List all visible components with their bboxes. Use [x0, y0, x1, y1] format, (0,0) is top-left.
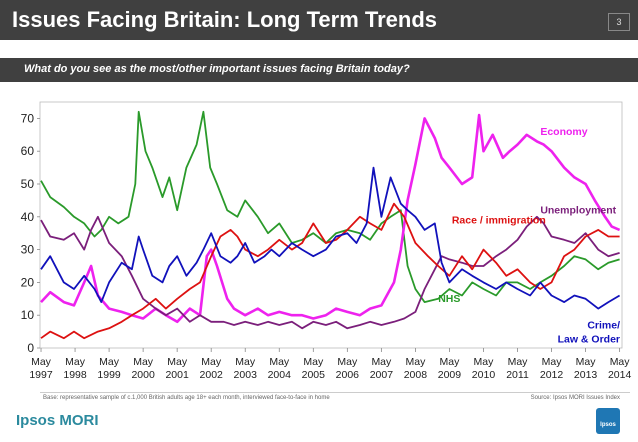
plot-frame	[39, 101, 623, 349]
series-line-unemployment	[40, 215, 620, 330]
ipsos-mori-logo: Ipsos MORI	[16, 412, 99, 429]
x-tick-label-month-2000: May	[133, 356, 154, 368]
series-label-nhs: NHS	[438, 293, 460, 305]
x-tick-label-year-2013: 2013	[574, 369, 598, 381]
x-tick-label-month-2002: May	[201, 356, 222, 368]
x-tick-label-year-2003: 2003	[234, 369, 258, 381]
y-tick-label-70: 70	[21, 111, 35, 125]
y-tick-label-30: 30	[21, 243, 35, 257]
x-tick-label-year-1999: 1999	[97, 369, 121, 381]
y-tick-label-50: 50	[21, 177, 35, 191]
x-tick-label-month-2005: May	[303, 356, 324, 368]
x-tick-label-month-1998: May	[65, 356, 86, 368]
x-tick-label-month-1997: May	[31, 356, 52, 368]
source-note: Source: Ipsos MORI Issues Index	[530, 395, 620, 401]
x-tick-label-year-2002: 2002	[200, 369, 224, 381]
chart-container: 0 10 20 30 40 50 60 70 May 1997 May 1998 May 1999 May 2…	[0, 96, 638, 388]
series-line-economy	[40, 113, 621, 324]
x-tick-label-year-2008: 2008	[404, 369, 428, 381]
x-tick-label-year-2011: 2011	[506, 369, 529, 381]
x-tick-label-month-2006: May	[337, 356, 358, 368]
series-label-economy: Economy	[540, 126, 587, 138]
ipsos-badge-icon	[596, 408, 620, 434]
series-label-unemployment: Unemployment	[540, 205, 616, 217]
series-line-nhs	[40, 110, 620, 304]
x-tick-label-year-2001: 2001	[165, 369, 189, 381]
x-tick-label-year-2014: 2014	[608, 369, 632, 381]
line-chart: 010203040506070May1997May1998May1999May2…	[21, 101, 632, 381]
y-tick-label-10: 10	[21, 308, 35, 322]
series-label-crime-law-order: Crime/	[587, 319, 620, 331]
badge-label: Ipsos	[600, 422, 616, 428]
x-tick-label-month-2001: May	[167, 356, 188, 368]
x-tick-label-month-2008: May	[405, 356, 426, 368]
y-tick-label-20: 20	[21, 275, 35, 289]
x-tick-label-year-2009: 2009	[438, 369, 462, 381]
page-number: 3	[608, 13, 630, 31]
y-tick-label-0: 0	[27, 341, 34, 355]
x-tick-label-year-2007: 2007	[370, 369, 394, 381]
series-line-crime-law-order	[40, 166, 621, 310]
x-tick-label-month-2004: May	[269, 356, 290, 368]
footer-divider	[40, 392, 630, 393]
series-line-race-immigration	[40, 202, 620, 340]
y-tick-label-40: 40	[21, 210, 35, 224]
base-note: Base: representative sample of c.1,000 B…	[43, 395, 330, 401]
series-label-crime-law-order-line2: Law & Order	[558, 333, 620, 345]
x-tick-label-month-1999: May	[99, 356, 120, 368]
x-tick-label-month-2003: May	[235, 356, 256, 368]
x-tick-label-year-2005: 2005	[302, 369, 326, 381]
x-tick-label-month-2012: May	[542, 356, 563, 368]
y-tick-label-60: 60	[21, 144, 35, 158]
title-bar: Issues Facing Britain: Long Term Trends …	[0, 0, 638, 40]
x-tick-label-year-2004: 2004	[268, 369, 292, 381]
x-tick-label-month-2009: May	[440, 356, 461, 368]
x-tick-label-year-2010: 2010	[472, 369, 496, 381]
x-tick-label-month-2010: May	[474, 356, 495, 368]
x-tick-label-year-2000: 2000	[131, 369, 155, 381]
subtitle-bar: What do you see as the most/other import…	[0, 58, 638, 82]
x-tick-label-month-2007: May	[371, 356, 392, 368]
series-label-race-immigration: Race / immigration	[452, 214, 546, 226]
page-title: Issues Facing Britain: Long Term Trends	[12, 7, 438, 32]
x-tick-label-month-2014: May	[610, 356, 631, 368]
x-tick-label-year-1997: 1997	[29, 369, 53, 381]
x-tick-label-year-2006: 2006	[336, 369, 360, 381]
x-tick-label-month-2011: May	[508, 356, 529, 368]
question-text: What do you see as the most/other import…	[24, 63, 410, 75]
x-tick-label-month-2013: May	[576, 356, 597, 368]
x-tick-label-year-2012: 2012	[540, 369, 564, 381]
x-tick-label-year-1998: 1998	[63, 369, 87, 381]
